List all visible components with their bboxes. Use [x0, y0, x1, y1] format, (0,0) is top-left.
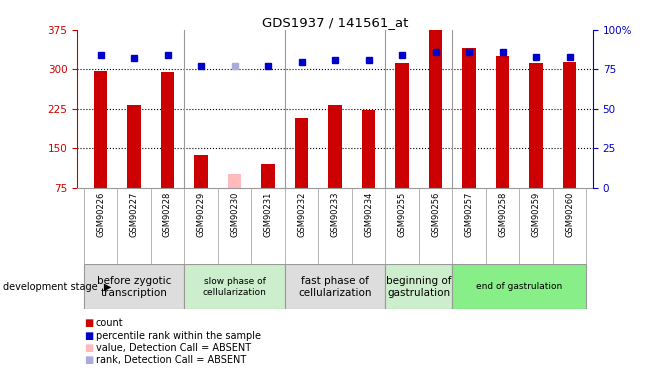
Bar — [362, 110, 375, 188]
Text: GSM90229: GSM90229 — [196, 191, 206, 237]
Text: GSM90260: GSM90260 — [565, 191, 574, 237]
Text: rank, Detection Call = ABSENT: rank, Detection Call = ABSENT — [96, 356, 246, 365]
Text: GSM90232: GSM90232 — [297, 191, 306, 237]
Text: GSM90227: GSM90227 — [129, 191, 139, 237]
Bar — [295, 118, 308, 188]
Text: development stage  ▶: development stage ▶ — [3, 282, 112, 292]
Title: GDS1937 / 141561_at: GDS1937 / 141561_at — [262, 16, 408, 29]
Text: before zygotic
transcription: before zygotic transcription — [96, 276, 172, 298]
Text: GSM90259: GSM90259 — [531, 191, 541, 237]
Bar — [84, 264, 184, 309]
Bar — [429, 30, 442, 188]
Bar — [452, 264, 586, 309]
Text: ■: ■ — [84, 331, 93, 340]
Text: GSM90234: GSM90234 — [364, 191, 373, 237]
Text: value, Detection Call = ABSENT: value, Detection Call = ABSENT — [96, 343, 251, 353]
Text: GSM90228: GSM90228 — [163, 191, 172, 237]
Bar — [184, 264, 285, 309]
Bar — [161, 72, 174, 188]
Text: count: count — [96, 318, 123, 328]
Text: fast phase of
cellularization: fast phase of cellularization — [298, 276, 372, 298]
Bar — [127, 105, 141, 188]
Bar — [563, 62, 576, 188]
Bar — [285, 264, 385, 309]
Bar — [496, 56, 509, 188]
Text: ■: ■ — [84, 356, 93, 365]
Text: GSM90255: GSM90255 — [397, 191, 407, 237]
Bar — [261, 164, 275, 188]
Text: GSM90226: GSM90226 — [96, 191, 105, 237]
Text: GSM90256: GSM90256 — [431, 191, 440, 237]
Bar — [462, 48, 476, 188]
Text: GSM90231: GSM90231 — [263, 191, 273, 237]
Bar — [94, 71, 107, 188]
Text: GSM90230: GSM90230 — [230, 191, 239, 237]
Bar — [228, 174, 241, 188]
Bar — [395, 63, 409, 188]
Text: ■: ■ — [84, 343, 93, 353]
Bar — [529, 63, 543, 188]
Text: percentile rank within the sample: percentile rank within the sample — [96, 331, 261, 340]
Text: GSM90233: GSM90233 — [330, 191, 340, 237]
Bar — [328, 105, 342, 188]
Text: GSM90257: GSM90257 — [464, 191, 474, 237]
Text: beginning of
gastrulation: beginning of gastrulation — [386, 276, 452, 298]
Text: GSM90258: GSM90258 — [498, 191, 507, 237]
Text: end of gastrulation: end of gastrulation — [476, 282, 562, 291]
Bar — [194, 155, 208, 188]
Text: slow phase of
cellularization: slow phase of cellularization — [202, 277, 267, 297]
Text: ■: ■ — [84, 318, 93, 328]
Bar — [385, 264, 452, 309]
